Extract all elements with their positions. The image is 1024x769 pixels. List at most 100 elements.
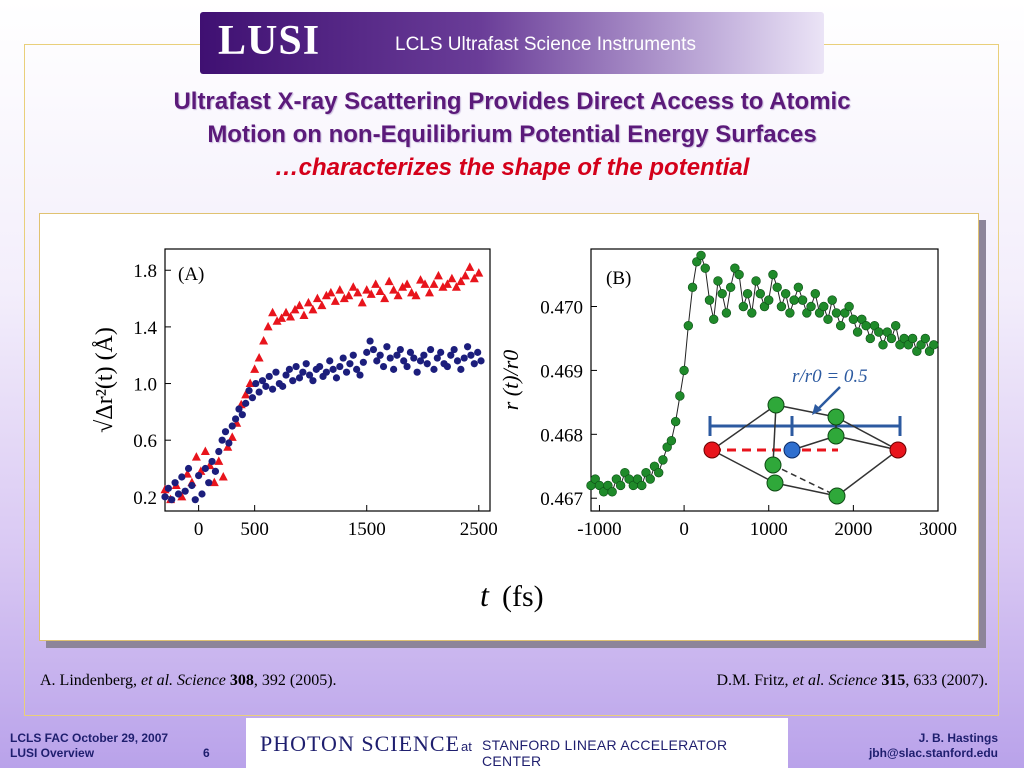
data-point-triangle [456, 276, 466, 286]
data-point-triangle [250, 364, 260, 373]
data-point-circle [747, 308, 757, 318]
data-point-circle [346, 360, 354, 368]
data-point-circle [400, 357, 408, 365]
citation-right-volume: 315 [881, 672, 906, 689]
data-point-circle [450, 345, 458, 354]
data-point-circle [823, 314, 833, 324]
data-point-circle [289, 377, 297, 385]
data-point-circle [353, 365, 361, 373]
citation-right-etal: et al. Science [792, 672, 882, 689]
data-point-circle [420, 351, 428, 359]
data-point-triangle [398, 282, 408, 291]
crystal-inset: r/r0 = 0.5 [703, 366, 907, 505]
data-point-triangle [420, 279, 430, 288]
data-point-circle [178, 473, 186, 481]
data-point-circle [717, 289, 727, 299]
data-point-circle [396, 345, 404, 354]
data-point-circle [248, 394, 257, 402]
data-point-circle [637, 480, 647, 491]
data-point-triangle [438, 282, 448, 291]
shared-xlabel-t: t [480, 577, 490, 613]
banner-subtitle: LCLS Ultrafast Science Instruments [395, 34, 696, 55]
data-point-triangle [384, 276, 394, 286]
footer-brand-box: PHOTON SCIENCE at STANFORD LINEAR ACCELE… [246, 718, 788, 769]
data-point-circle [174, 490, 183, 498]
data-point-circle [683, 320, 694, 331]
data-point-circle [810, 289, 820, 299]
data-point-circle [379, 362, 388, 371]
data-point-triangle [317, 300, 327, 310]
data-point-circle [772, 282, 782, 293]
data-point-circle [430, 365, 438, 373]
data-point-circle [383, 343, 391, 351]
inset-atom-blue [783, 441, 801, 459]
y-tick-label: 1.4 [133, 318, 157, 339]
data-point-circle [184, 464, 193, 473]
data-point-circle [369, 345, 378, 354]
inset-bond-6 [836, 449, 899, 497]
footer-at: at [461, 739, 472, 754]
data-point-circle [339, 354, 347, 362]
data-point-circle [831, 308, 842, 318]
inset-bond-2 [775, 404, 837, 418]
data-point-circle [316, 362, 324, 371]
data-point-circle [764, 295, 774, 305]
data-point-triangle [416, 275, 426, 284]
data-point-circle [819, 301, 829, 312]
data-point-circle [305, 371, 314, 379]
y-tick-label: 0.468 [540, 425, 583, 446]
data-point-triangle [393, 290, 403, 300]
panel-b-xticks: -1000 0 1000 2000 3000 [577, 505, 957, 540]
data-point-triangle [263, 321, 273, 331]
data-point-circle [225, 439, 233, 447]
data-point-circle [666, 436, 677, 446]
data-point-triangle [335, 285, 345, 294]
data-point-circle [191, 496, 199, 504]
data-point-triangle [411, 290, 421, 300]
data-point-circle [285, 365, 293, 373]
data-point-triangle [330, 296, 340, 305]
panel-b-ylabel: r (t)/r0 [498, 350, 523, 411]
inset-atom-green-2 [827, 408, 845, 426]
data-point-circle [797, 295, 808, 305]
data-point-circle [929, 340, 939, 350]
data-point-circle [734, 269, 744, 280]
panel-a-xticks: 0 500 1500 2500 [194, 505, 498, 540]
panel-b-yticks: 0.467 0.468 0.469 0.470 [540, 298, 597, 510]
data-point-circle [785, 308, 795, 318]
data-point-triangle [465, 262, 475, 271]
figure-panel: (A) 0.2 0.6 1.0 1.4 1.8 0 500 1500 2500 √Δr²(t)… [39, 213, 979, 641]
data-point-triangle [241, 389, 251, 399]
data-point-circle [390, 365, 398, 373]
data-point-circle [721, 308, 732, 318]
data-point-circle [679, 365, 689, 376]
slide-title-line-2: Motion on non-Equilibrium Potential Ener… [207, 121, 817, 148]
inset-arrow-head [812, 404, 822, 415]
data-point-circle [171, 479, 179, 487]
data-point-triangle [191, 452, 201, 461]
panel-b-ylabel-text: r (t)/r0 [498, 350, 523, 411]
y-tick-label: 0.467 [540, 489, 583, 510]
footer-section-title: LUSI Overview [10, 746, 95, 760]
data-point-triangle [429, 279, 439, 288]
footer-brand: PHOTON SCIENCE [260, 731, 461, 756]
citation-left-etal: et al. Science [141, 672, 230, 689]
data-point-circle [709, 314, 719, 324]
citation-right: D.M. Fritz, et al. Science 315, 633 (200… [717, 672, 989, 690]
data-point-circle [195, 471, 203, 480]
data-point-circle [463, 343, 472, 351]
data-point-circle [793, 282, 804, 293]
data-point-triangle [312, 293, 322, 303]
citation-left: A. Lindenberg, et al. Science 308, 392 (… [40, 672, 337, 690]
data-point-circle [366, 337, 374, 345]
inset-bond-10 [835, 435, 899, 451]
data-point-circle [470, 360, 478, 368]
data-point-circle [453, 357, 462, 365]
data-point-circle [670, 416, 681, 427]
data-point-triangle [268, 307, 278, 317]
data-point-circle [437, 348, 445, 356]
data-point-circle [696, 250, 706, 261]
data-point-circle [376, 351, 384, 359]
data-point-circle [272, 368, 280, 376]
y-tick-label: 1.0 [133, 375, 157, 396]
